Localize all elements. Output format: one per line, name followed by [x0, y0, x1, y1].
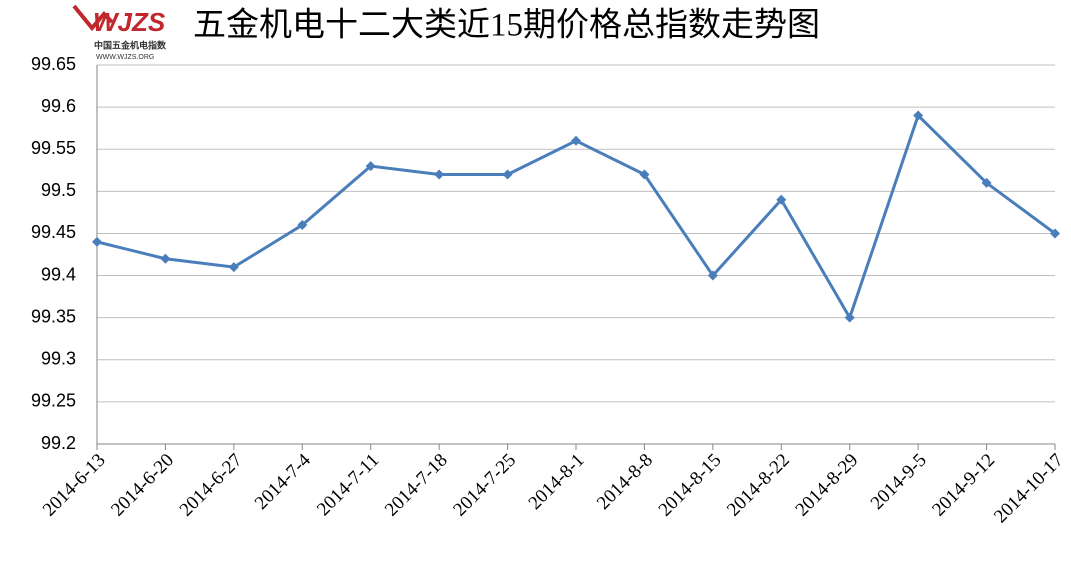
- y-tick-label: 99.55: [31, 138, 76, 158]
- data-point: [639, 169, 650, 180]
- data-point: [297, 220, 308, 231]
- x-tick-label: 2014-10-17: [990, 450, 1068, 528]
- x-tick-label: 2014-8-15: [655, 450, 726, 521]
- data-point: [844, 312, 855, 323]
- y-tick-label: 99.35: [31, 306, 76, 326]
- logo-mark: WJZS: [93, 7, 166, 37]
- logo-url: WWW.WJZS.ORG: [96, 54, 154, 61]
- x-tick-label: 2014-8-1: [525, 450, 589, 514]
- data-point: [228, 262, 239, 273]
- data-point: [434, 169, 445, 180]
- x-tick-label: 2014-6-13: [39, 450, 110, 521]
- x-tick-label: 2014-8-29: [792, 450, 863, 521]
- data-line: [96, 112, 1056, 322]
- chart-title: 五金机电十二大类近15期价格总指数走势图: [193, 7, 820, 44]
- x-tick-label: 2014-7-25: [449, 450, 520, 521]
- y-tick-label: 99.5: [41, 180, 76, 200]
- data-point: [92, 236, 102, 247]
- logo: WJZS 中国五金机电指数 WWW.WJZS.ORG: [72, 4, 167, 61]
- y-tick-label: 99.6: [41, 96, 76, 116]
- data-point: [913, 110, 924, 121]
- x-tick-label: 2014-8-22: [723, 450, 794, 521]
- y-tick-label: 99.2: [41, 433, 76, 453]
- x-tick-label: 2014-7-18: [381, 450, 452, 521]
- y-tick-label: 99.65: [31, 54, 76, 74]
- y-tick-label: 99.45: [31, 222, 76, 242]
- y-tick-label: 99.25: [31, 391, 76, 411]
- x-tick-label: 2014-6-20: [107, 450, 178, 521]
- x-tick-label: 2014-9-5: [867, 450, 931, 514]
- logo-name: 中国五金机电指数: [94, 39, 167, 50]
- data-point: [571, 135, 581, 146]
- data-point: [365, 161, 376, 172]
- data-point: [707, 270, 718, 281]
- x-tick-label: 2014-8-8: [593, 450, 657, 514]
- data-point: [776, 194, 787, 205]
- data-point: [1050, 228, 1060, 239]
- data-point: [981, 177, 992, 188]
- data-point: [160, 253, 171, 264]
- x-tick-label: 2014-7-4: [251, 449, 315, 513]
- y-tick-label: 99.4: [41, 264, 76, 284]
- data-point: [502, 169, 513, 180]
- y-tick-label: 99.3: [41, 349, 76, 369]
- logo-arrow: [72, 4, 114, 32]
- x-tick-label: 2014-9-12: [928, 450, 999, 521]
- x-tick-label: 2014-7-11: [313, 450, 383, 520]
- x-tick-label: 2014-6-27: [176, 450, 247, 521]
